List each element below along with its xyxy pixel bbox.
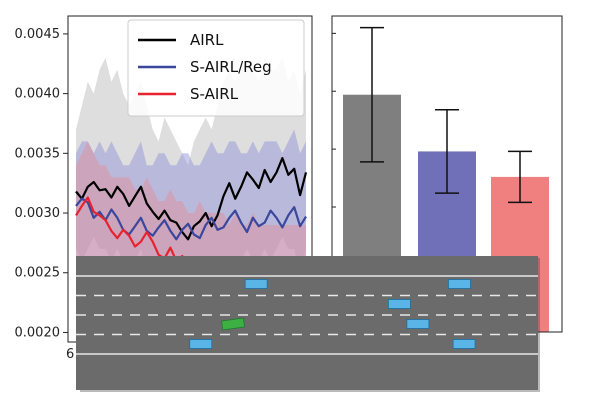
series-line-1 <box>75 197 307 241</box>
band-1 <box>76 129 306 297</box>
series-line-0 <box>75 157 308 241</box>
lane-markings <box>76 275 538 355</box>
y-tick-label: 0.0035 <box>15 146 61 161</box>
line-chart: 0.0020 0.0025 0.0030 0.0035 0.0040 0.0045 6 A… <box>15 15 313 362</box>
ego-vehicle <box>221 317 246 331</box>
legend-label-s-airl: S-AIRL <box>190 85 239 103</box>
vehicle-2 <box>387 299 411 309</box>
road-background <box>76 256 538 390</box>
legend: AIRL S-AIRL/Reg S-AIRL <box>127 19 305 117</box>
vehicle-4 <box>189 339 213 349</box>
legend-label-airl: AIRL <box>190 31 224 49</box>
vehicle-5 <box>452 339 476 349</box>
vehicle-3 <box>406 319 430 329</box>
legend-box <box>127 19 305 117</box>
y-axis: 0.0020 0.0025 0.0030 0.0035 0.0040 0.0045 <box>15 27 68 340</box>
vehicles <box>189 279 476 349</box>
y-tick-label: 0.0025 <box>15 266 61 281</box>
x-tick-first: 6 <box>66 347 74 362</box>
y-tick-label: 0.0045 <box>15 27 61 42</box>
y-tick-label: 0.0020 <box>15 325 61 340</box>
vehicle-0 <box>244 279 268 289</box>
vehicle-1 <box>448 279 471 289</box>
y-tick-label: 0.0040 <box>15 87 61 102</box>
legend-label-s-airl-reg: S-AIRL/Reg <box>190 58 272 76</box>
highway-overlay <box>76 256 540 392</box>
y-tick-label: 0.0030 <box>15 206 61 221</box>
bar-y-axis <box>332 32 336 324</box>
